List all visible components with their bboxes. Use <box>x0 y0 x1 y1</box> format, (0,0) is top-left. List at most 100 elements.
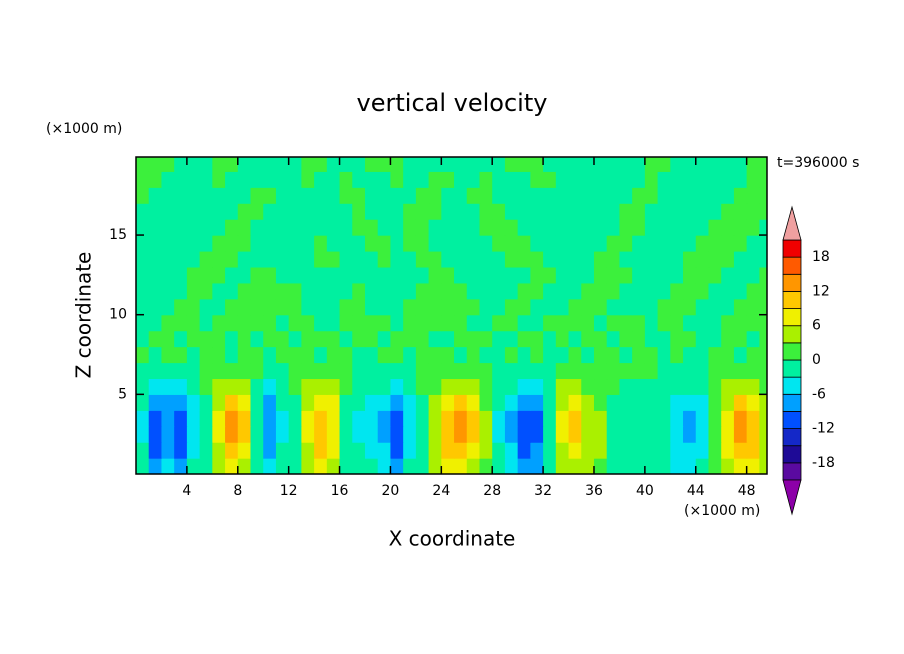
contour-cell <box>403 203 417 220</box>
contour-cell <box>339 157 353 172</box>
contour-cell <box>390 203 404 220</box>
contour-cell <box>504 442 519 459</box>
contour-cell <box>695 250 710 268</box>
contour-cell <box>759 157 767 172</box>
y-unit: (×1000 m) <box>46 121 122 137</box>
contour-cell <box>479 378 493 395</box>
contour-cell <box>530 266 544 284</box>
contour-cell <box>174 346 188 364</box>
contour-cell <box>148 250 163 268</box>
contour-cell <box>619 458 633 474</box>
contour-cell <box>186 171 201 188</box>
x-tick-label: 16 <box>331 483 349 499</box>
contour-cell <box>619 282 633 300</box>
contour-cell <box>454 266 468 284</box>
contour-cell <box>733 330 748 348</box>
contour-cell <box>581 458 595 474</box>
contour-cell <box>186 266 201 284</box>
contour-cell <box>263 378 277 395</box>
contour-cell <box>657 282 671 300</box>
contour-cell <box>250 219 264 236</box>
contour-cell <box>746 235 760 252</box>
contour-cell <box>568 314 582 332</box>
contour-cell <box>593 426 608 443</box>
contour-cell <box>174 442 188 459</box>
contour-cell <box>492 346 506 364</box>
contour-cell <box>593 187 608 204</box>
contour-cell <box>568 187 582 204</box>
contour-cell <box>212 187 226 204</box>
contour-cell <box>428 458 442 474</box>
contour-cell <box>403 458 417 474</box>
contour-cell <box>695 203 710 220</box>
contour-cell <box>364 203 379 220</box>
contour-cell <box>212 219 226 236</box>
contour-cell <box>695 378 710 395</box>
contour-cell <box>428 314 442 332</box>
contour-cell <box>568 410 582 427</box>
contour-cell <box>136 219 150 236</box>
contour-cell <box>186 442 201 459</box>
contour-cell <box>733 187 748 204</box>
contour-cell <box>543 235 557 252</box>
contour-cell <box>326 235 341 252</box>
contour-cell <box>644 266 659 284</box>
contour-cell <box>517 187 531 204</box>
contour-cell <box>593 442 608 459</box>
contour-cell <box>593 410 608 427</box>
contour-cell <box>263 394 277 411</box>
contour-cell <box>161 362 175 380</box>
contour-cell <box>619 219 633 236</box>
contour-cell <box>237 346 252 364</box>
contour-cell <box>364 394 379 411</box>
contour-cell <box>746 330 760 348</box>
contour-cell <box>466 426 481 443</box>
contour-cell <box>606 442 621 459</box>
contour-cell <box>683 378 697 395</box>
contour-cell <box>517 157 531 172</box>
x-axis-label: X coordinate <box>389 527 516 551</box>
contour-cell <box>581 298 595 316</box>
contour-cell <box>632 235 646 252</box>
contour-cell <box>708 298 722 316</box>
contour-cell <box>708 235 722 252</box>
contour-cell <box>606 171 621 188</box>
contour-cell <box>199 235 213 252</box>
contour-cell <box>619 203 633 220</box>
x-tick-label: 36 <box>585 483 603 499</box>
contour-cell <box>733 362 748 380</box>
contour-cell <box>237 157 252 172</box>
contour-cell <box>275 394 290 411</box>
contour-cell <box>339 378 353 395</box>
contour-cell <box>148 442 163 459</box>
contour-cell <box>275 266 290 284</box>
contour-cell <box>263 203 277 220</box>
contour-cell <box>352 410 366 427</box>
contour-cell <box>759 171 767 188</box>
contour-cell <box>288 203 302 220</box>
contour-cell <box>403 219 417 236</box>
contour-cell <box>136 426 150 443</box>
contour-cell <box>530 203 544 220</box>
contour-cell <box>225 458 239 474</box>
contour-cell <box>695 171 710 188</box>
contour-cell <box>479 410 493 427</box>
contour-cell <box>555 378 570 395</box>
contour-cell <box>390 314 404 332</box>
contour-cell <box>466 346 481 364</box>
contour-cell <box>746 250 760 268</box>
contour-cell <box>275 219 290 236</box>
contour-cell <box>326 362 341 380</box>
contour-cell <box>466 219 481 236</box>
contour-cell <box>415 171 430 188</box>
contour-cell <box>237 203 252 220</box>
contour-cell <box>581 171 595 188</box>
contour-cell <box>632 426 646 443</box>
contour-cell <box>644 458 659 474</box>
contour-cell <box>441 458 455 474</box>
contour-cell <box>492 442 506 459</box>
contour-cell <box>288 266 302 284</box>
contour-cell <box>606 203 621 220</box>
contour-cell <box>759 219 767 236</box>
contour-cell <box>339 298 353 316</box>
